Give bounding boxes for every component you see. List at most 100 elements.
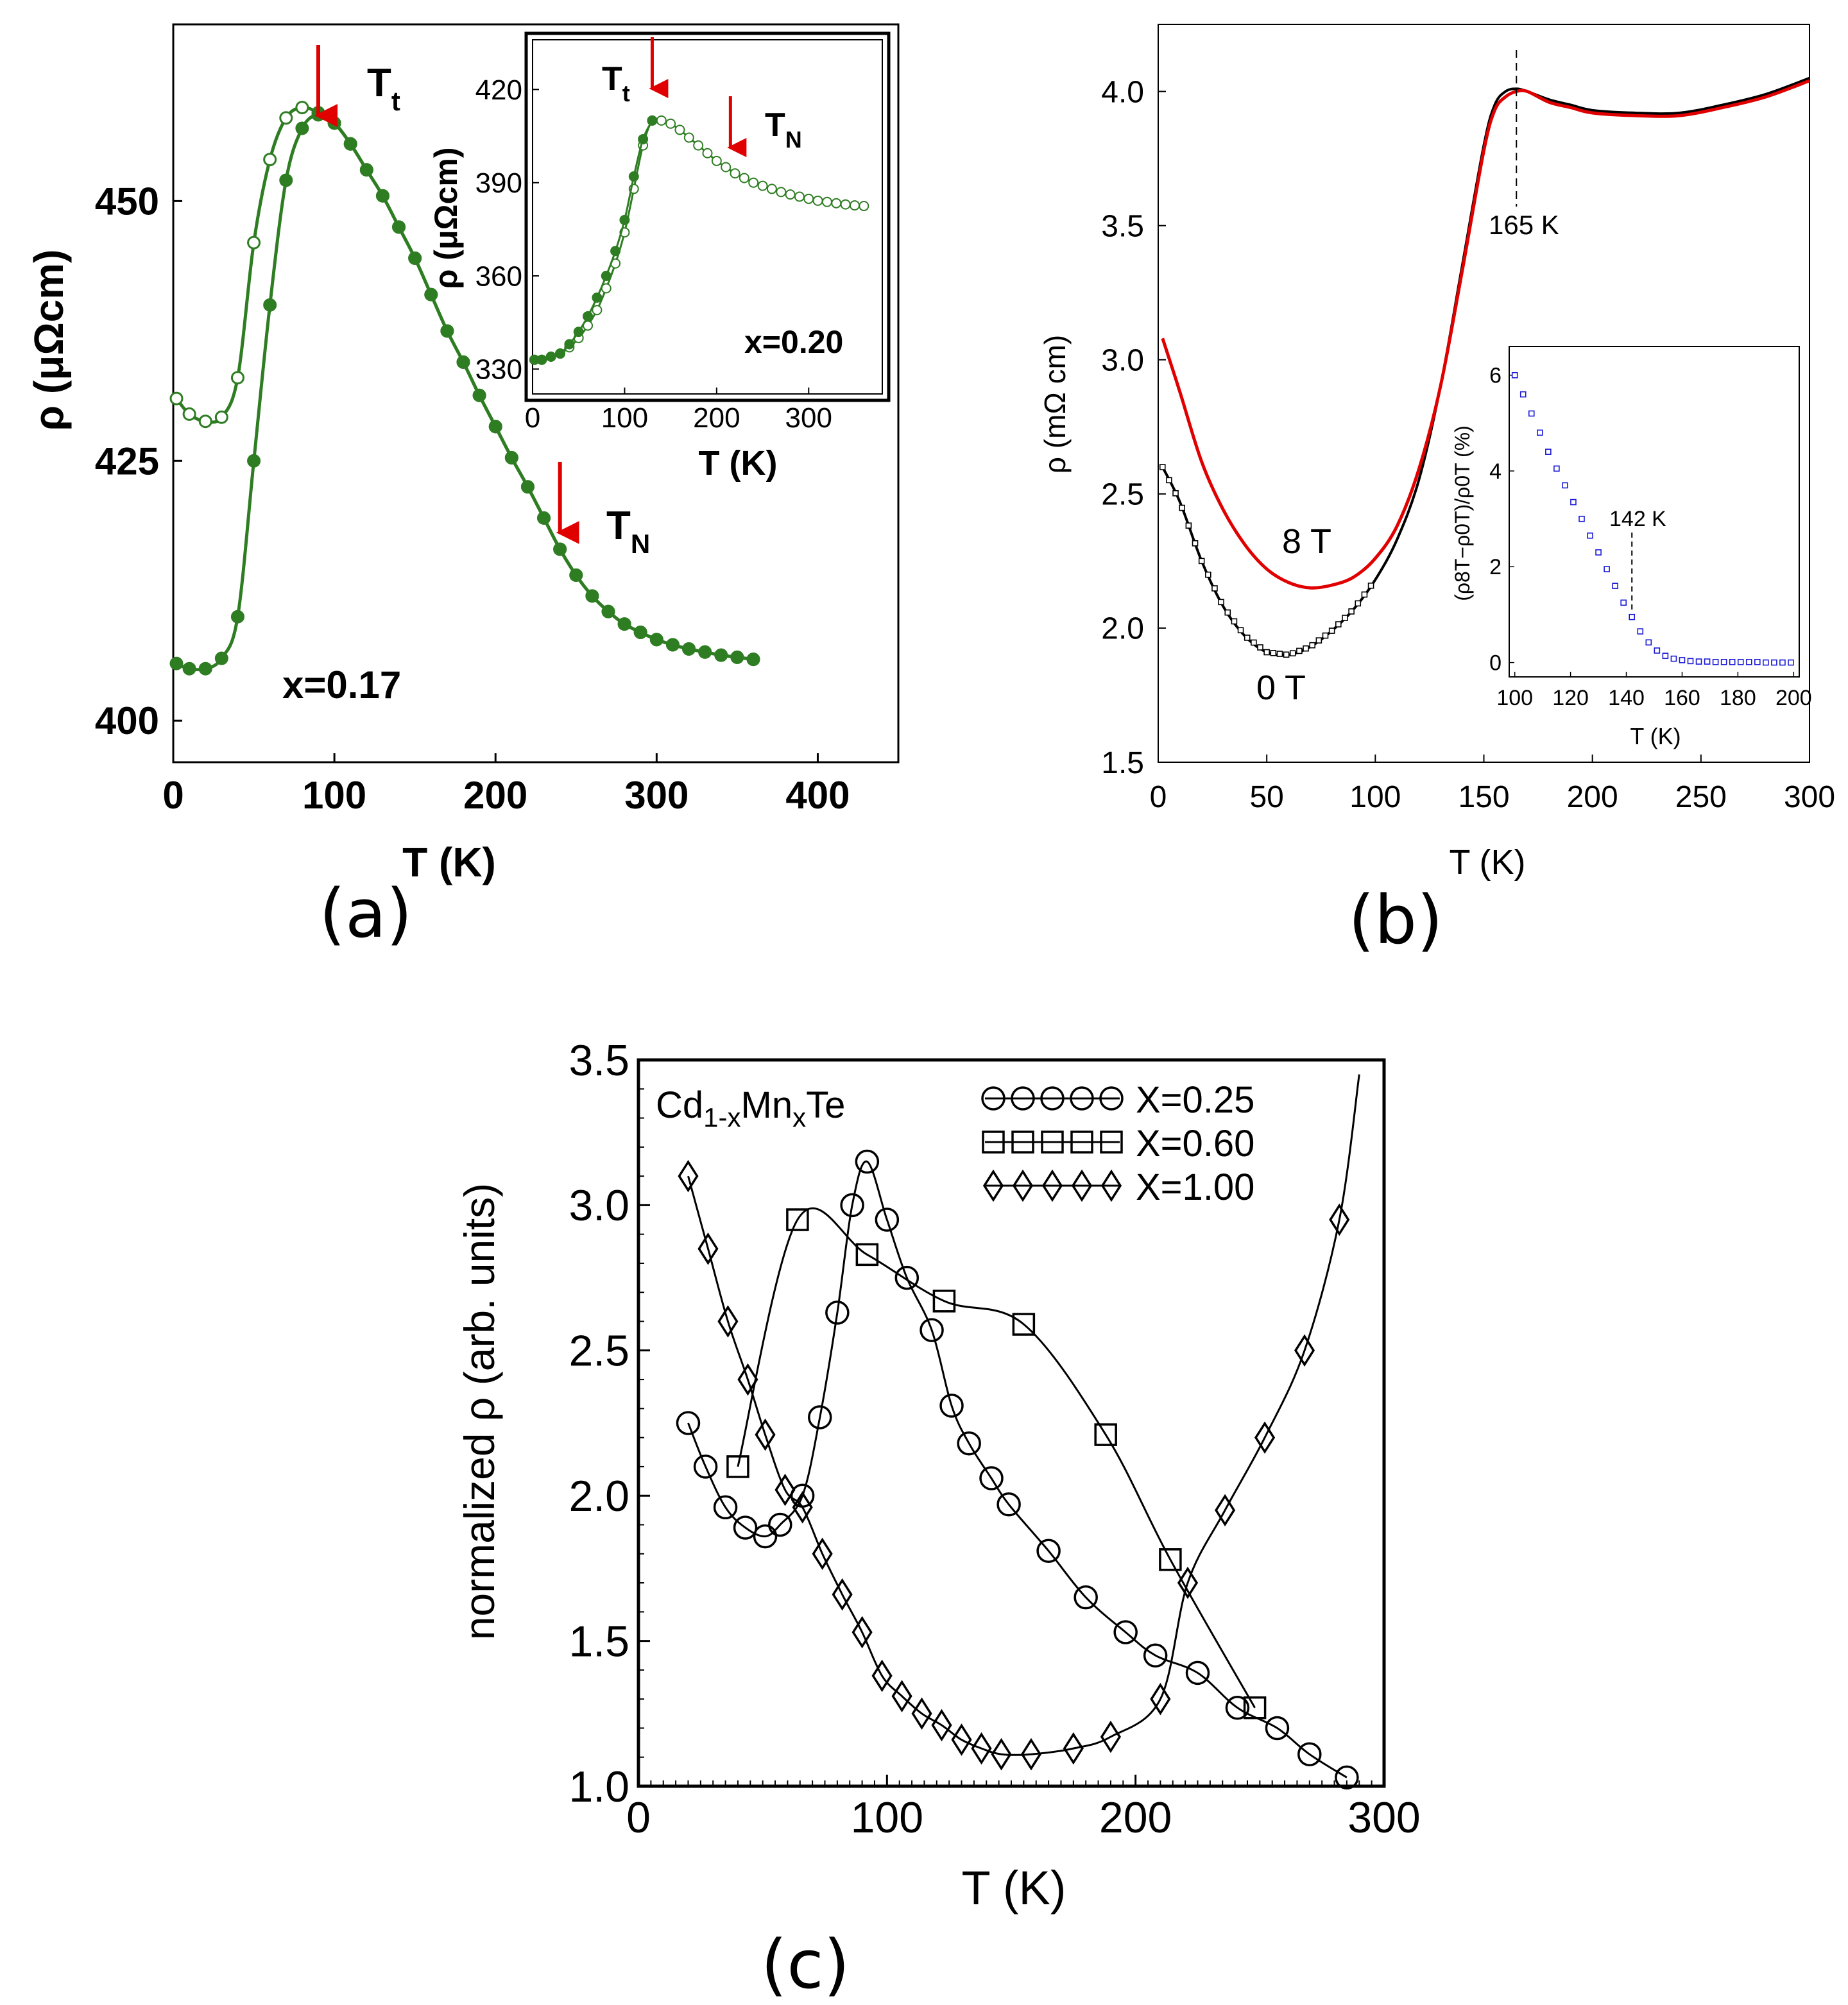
open-data-point — [182, 407, 196, 421]
inset-open-data-point — [739, 173, 749, 183]
panel-a-inset-plot-frame — [532, 39, 883, 395]
inset-open-data-point — [702, 148, 713, 158]
panel-a-inset-y-label: ρ (μΩcm) — [428, 147, 464, 289]
legend-marker — [1041, 1169, 1063, 1202]
square-data-point — [786, 1208, 809, 1231]
data-point-0t — [1315, 637, 1322, 644]
inset-data-point — [1679, 657, 1686, 663]
data-point-0t — [1289, 650, 1296, 657]
square-data-point — [855, 1243, 879, 1267]
x-tick-label: 150 — [1458, 780, 1509, 814]
inset-filled-data-point — [628, 171, 639, 182]
legend-marker — [1070, 1086, 1094, 1111]
inset-filled-data-point — [573, 327, 584, 337]
data-point-0t — [1361, 591, 1368, 598]
legend-marker — [982, 1130, 1005, 1154]
circle-data-point — [676, 1411, 701, 1435]
circle-data-point — [713, 1495, 738, 1520]
panel-b-chart: 0 50 100 150 200 250 300 1.5 2.0 2.5 3.0 3.5 4.0 T … — [1038, 24, 1835, 959]
inset-open-data-point — [766, 183, 777, 194]
data-point-0t — [1303, 645, 1309, 652]
filled-data-point — [247, 454, 261, 468]
inset-open-data-point — [711, 155, 722, 166]
y-tick-label: 3.0 — [569, 1181, 629, 1230]
circle-data-point — [840, 1193, 864, 1218]
circle-data-point — [1036, 1539, 1061, 1563]
data-point-0t — [1224, 609, 1231, 616]
panel-c-y-ticks: 1.0 1.5 2.0 2.5 3.0 3.5 — [569, 1036, 650, 1811]
inset-open-data-point — [721, 162, 732, 173]
filled-data-point — [585, 589, 599, 603]
inset-open-data-point — [831, 198, 842, 209]
diamond-data-point — [1329, 1203, 1350, 1236]
inset-open-data-point — [674, 124, 685, 135]
panel-a-chart: 0 100 200 300 400 400 425 450 T (K) ρ (μΩcm) T… — [26, 23, 900, 953]
y-tick-label: 1.5 — [569, 1617, 629, 1666]
circle-data-point — [1113, 1620, 1138, 1644]
inset-open-data-point — [748, 177, 759, 188]
data-point-0t — [1296, 647, 1303, 654]
filled-data-point — [214, 651, 228, 665]
inset-data-point — [1779, 659, 1786, 666]
x-tick-label: 200 — [463, 774, 527, 817]
panel-c-label: (c) — [761, 1925, 850, 2004]
inset-filled-data-point — [592, 292, 603, 303]
diamond-data-point — [737, 1363, 758, 1396]
inset-filled-data-point — [564, 339, 575, 350]
data-point-0t — [1192, 540, 1199, 547]
circle-data-point — [855, 1149, 880, 1174]
x-tick-label: 100 — [1349, 780, 1401, 814]
x-tick-label: 140 — [1608, 686, 1645, 710]
data-point-0t — [1328, 627, 1335, 634]
legend-label: X=0.25 — [1136, 1079, 1254, 1121]
circle-data-point — [1225, 1695, 1250, 1720]
open-data-point — [198, 414, 212, 429]
data-point-0t — [1263, 649, 1270, 656]
diamond-data-point — [951, 1723, 972, 1756]
x-tick-label: 300 — [624, 774, 689, 817]
filled-data-point — [440, 324, 454, 338]
series-line-x-0.60 — [737, 1207, 1256, 1709]
x-tick-label: 180 — [1720, 686, 1756, 710]
inset-data-point — [1695, 658, 1702, 665]
open-data-point — [247, 235, 261, 250]
x-tick-label: 300 — [1348, 1793, 1420, 1842]
panel-b-165k-label: 165 K — [1489, 210, 1559, 240]
diamond-data-point — [774, 1473, 796, 1506]
panel-a-inset-x-label: T (K) — [699, 444, 778, 482]
filled-data-point — [359, 163, 373, 177]
x-tick-label: 160 — [1664, 686, 1700, 710]
panel-b-8t-label: 8 T — [1282, 522, 1331, 561]
square-data-point — [1012, 1313, 1036, 1336]
inset-open-data-point — [859, 201, 869, 212]
filled-data-point — [327, 116, 341, 130]
y-tick-label: 330 — [475, 354, 522, 386]
filled-data-point — [520, 480, 535, 494]
filled-data-point — [343, 137, 357, 151]
diamond-data-point — [717, 1305, 739, 1338]
circle-data-point — [957, 1431, 981, 1456]
panel-b-inset-142k-label: 142 K — [1609, 507, 1666, 531]
square-data-point — [1159, 1548, 1182, 1571]
x-tick-label: 200 — [693, 402, 740, 434]
circle-data-point — [1335, 1765, 1359, 1790]
data-point-0t — [1283, 651, 1290, 658]
inset-open-data-point — [840, 199, 851, 210]
inset-data-point — [1595, 549, 1602, 556]
inset-data-point — [1788, 659, 1794, 666]
inset-filled-data-point — [601, 271, 612, 281]
diamond-data-point — [1020, 1737, 1042, 1771]
inset-filled-data-point — [619, 214, 630, 225]
legend-marker — [981, 1086, 1005, 1111]
panel-c-y-label: normalized ρ (arb. units) — [456, 1183, 503, 1640]
filled-data-point — [408, 251, 422, 265]
inset-open-data-point — [794, 191, 805, 202]
panel-b-series — [1159, 50, 1810, 658]
filled-data-point — [169, 656, 184, 670]
diamond-data-point — [832, 1578, 853, 1611]
series-line-8t — [1161, 79, 1810, 590]
diamond-data-point — [812, 1537, 833, 1571]
inset-open-data-point — [803, 193, 814, 204]
square-data-point — [726, 1455, 749, 1478]
data-point-0t — [1348, 608, 1355, 615]
